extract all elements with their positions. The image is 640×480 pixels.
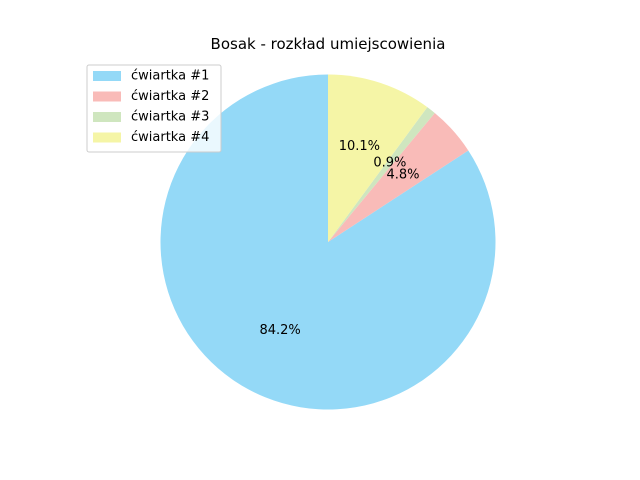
- legend-label-4: ćwiartka #4: [131, 130, 209, 145]
- legend-label-3: ćwiartka #3: [131, 110, 209, 125]
- pie-slice-1: [160, 74, 496, 410]
- chart-title: Bosak - rozkład umiejscowienia: [211, 35, 446, 53]
- legend: ćwiartka #1 ćwiartka #2 ćwiartka #3 ćwiartk…: [86, 64, 222, 153]
- legend-frame: [86, 64, 222, 153]
- pie-slice-3: [328, 107, 435, 242]
- legend-swatch-4: [93, 132, 121, 143]
- legend-label-1: ćwiartka #1: [131, 69, 209, 84]
- pie-value-label-1: 84.2%: [259, 323, 300, 338]
- legend-label-2: ćwiartka #2: [131, 89, 209, 104]
- pie-value-label-4: 10.1%: [339, 139, 380, 154]
- legend-swatch-2: [93, 91, 121, 102]
- legend-swatch-3: [93, 112, 121, 122]
- pie-value-label-3: 0.9%: [373, 155, 406, 170]
- pie-value-label-2: 4.8%: [386, 168, 419, 183]
- legend-swatch-1: [93, 71, 121, 81]
- pie-slices: [160, 74, 496, 410]
- pie-value-labels: 84.2% 4.8%0.9%10.1%: [259, 139, 419, 338]
- pie-slice-4: [328, 74, 428, 242]
- pie-slice-2: [328, 112, 469, 243]
